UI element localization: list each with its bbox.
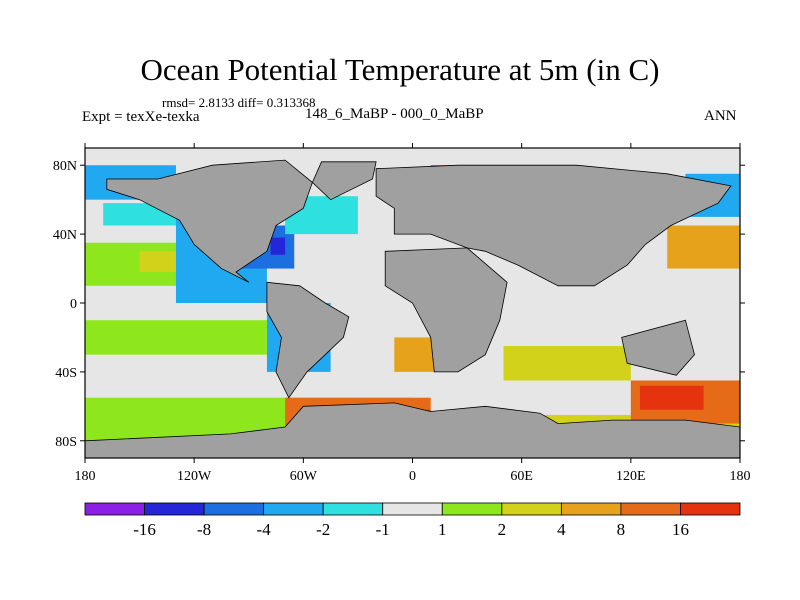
landmass-4 bbox=[85, 402, 740, 458]
colorbar-swatch bbox=[382, 502, 443, 516]
colorbar-swatch bbox=[501, 502, 562, 516]
lon-tick-label: 60W bbox=[290, 469, 318, 484]
colorbar-label: -8 bbox=[197, 520, 211, 539]
landmass-2 bbox=[375, 164, 732, 287]
period-label: 148_6_MaBP - 000_0_MaBP bbox=[305, 106, 484, 122]
landmass-0 bbox=[106, 159, 313, 283]
lon-tick-label: 0 bbox=[409, 469, 416, 484]
field-region-18 bbox=[667, 225, 740, 269]
lat-tick-label: 40N bbox=[53, 228, 77, 243]
colorbar-label: 16 bbox=[672, 520, 689, 539]
figure-title: Ocean Potential Temperature at 5m (in C) bbox=[140, 52, 660, 87]
lon-tick-label: 180 bbox=[75, 469, 96, 484]
landmass-6 bbox=[311, 161, 377, 201]
season-label: ANN bbox=[704, 108, 737, 124]
lat-tick-label: 40S bbox=[55, 366, 77, 381]
colorbar-label: 2 bbox=[498, 520, 507, 539]
colorbar-swatch bbox=[144, 502, 205, 516]
landmass-5 bbox=[621, 319, 695, 376]
landmass-1 bbox=[266, 281, 350, 399]
lon-tick-label: 120E bbox=[616, 469, 646, 484]
colorbar-label: -4 bbox=[257, 520, 272, 539]
landmass-3 bbox=[384, 247, 508, 373]
colorbar-swatch bbox=[322, 502, 384, 516]
colorbar: -16 -8 -4 -2 -1 1 2 4 8 16 bbox=[84, 502, 741, 539]
lat-tick-label: 0 bbox=[70, 297, 77, 312]
lat-tick-label: 80S bbox=[55, 435, 77, 450]
field-region-17 bbox=[639, 385, 704, 410]
colorbar-label: 1 bbox=[438, 520, 447, 539]
colorbar-label: 8 bbox=[617, 520, 626, 539]
field-region-15 bbox=[503, 346, 631, 381]
experiment-label: Expt = texXe-texka bbox=[82, 109, 200, 125]
lon-tick-label: 120W bbox=[177, 469, 212, 484]
lat-tick-label: 80N bbox=[53, 159, 77, 174]
colorbar-label: 4 bbox=[557, 520, 566, 539]
land-mask bbox=[85, 159, 740, 458]
field-region-7 bbox=[270, 237, 286, 255]
colorbar-swatch bbox=[441, 502, 503, 516]
colorbar-swatch bbox=[560, 502, 622, 516]
colorbar-label: -16 bbox=[133, 520, 156, 539]
axis-ticks: 80N 40N 0 40S 80S 180 120W 60W 0 60E 120E 180 bbox=[53, 143, 751, 484]
colorbar-swatch bbox=[620, 502, 681, 516]
lon-tick-label: 60E bbox=[510, 469, 533, 484]
colorbar-swatch bbox=[680, 502, 741, 516]
colorbar-label: -2 bbox=[316, 520, 330, 539]
colorbar-swatch bbox=[203, 502, 265, 516]
colorbar-swatch bbox=[263, 502, 324, 516]
colorbar-label: -1 bbox=[376, 520, 390, 539]
field-region-10 bbox=[85, 320, 267, 355]
stats-label: rmsd= 2.8133 diff= 0.313368 bbox=[162, 95, 316, 110]
lon-tick-label: 180 bbox=[730, 469, 751, 484]
colorbar-swatch bbox=[84, 502, 145, 516]
